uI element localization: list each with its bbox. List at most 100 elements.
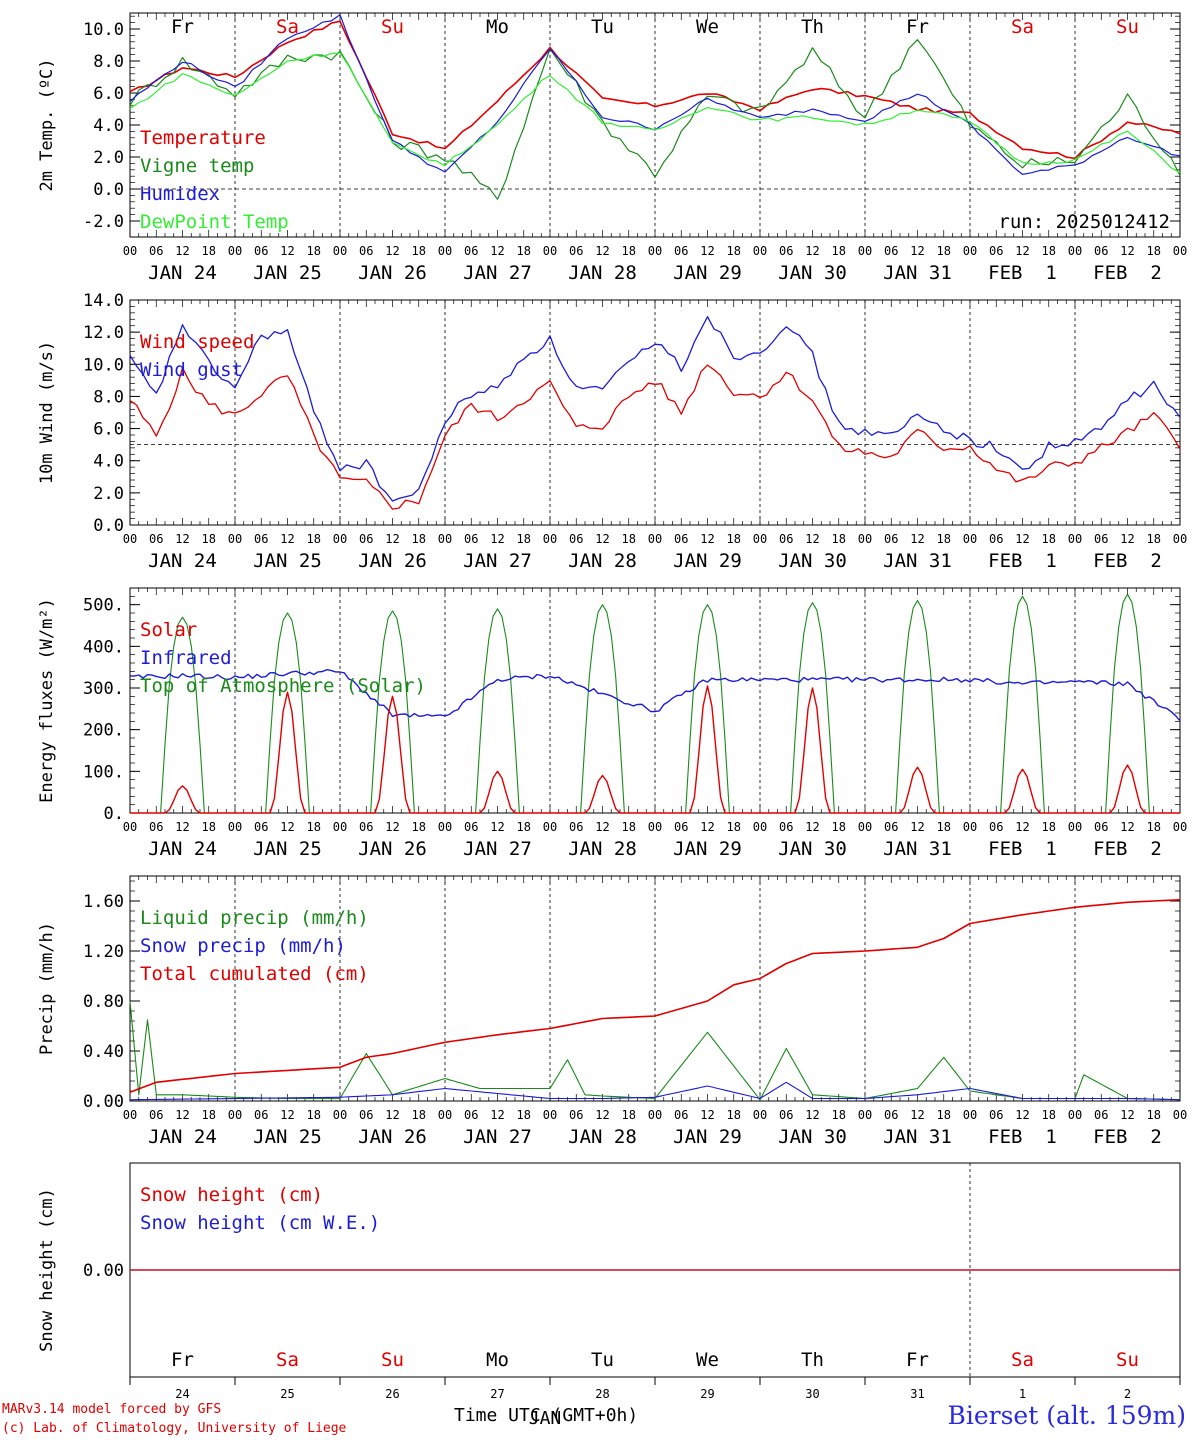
hour-label: 18 (412, 532, 426, 546)
y-tick-label: 300. (83, 679, 124, 699)
date-number: 30 (805, 1387, 819, 1401)
hour-label: 06 (464, 820, 478, 834)
date-number: 1 (1019, 1387, 1026, 1401)
hour-label: 12 (1015, 244, 1029, 258)
date-label: FEB 2 (1093, 838, 1162, 860)
legend-entry: Temperature (140, 127, 266, 149)
date-label: JAN 27 (463, 262, 532, 284)
date-label: JAN 31 (883, 1126, 952, 1148)
hour-label: 12 (280, 532, 294, 546)
hour-label: 12 (700, 244, 714, 258)
y-tick-label: 12.0 (83, 323, 124, 343)
date-label: JAN 29 (673, 1126, 742, 1148)
hour-label: 00 (123, 1108, 137, 1122)
hour-label: 18 (1042, 244, 1056, 258)
hour-label: 00 (333, 1108, 347, 1122)
legend-entry: Top of Atmosphere (Solar) (140, 675, 426, 697)
hour-label: 12 (595, 532, 609, 546)
hour-label: 00 (858, 1108, 872, 1122)
series-line (129, 20, 1181, 160)
hour-label: 06 (359, 1108, 373, 1122)
hour-label: 18 (202, 244, 216, 258)
run-annotation: run: 2025012412 (998, 211, 1170, 233)
hour-label: 06 (149, 244, 163, 258)
hour-label: 00 (1173, 820, 1187, 834)
hour-label: 00 (438, 820, 452, 834)
hour-label: 06 (149, 532, 163, 546)
hour-label: 06 (884, 1108, 898, 1122)
date-label: JAN 30 (778, 838, 847, 860)
hour-label: 12 (1015, 820, 1029, 834)
hour-label: 12 (175, 1108, 189, 1122)
hour-label: 12 (910, 244, 924, 258)
hour-label: 12 (700, 532, 714, 546)
series-line (130, 685, 1180, 814)
hour-label: 18 (622, 1108, 636, 1122)
hour-label: 06 (149, 820, 163, 834)
y-tick-label: 6.0 (93, 84, 124, 104)
weekday-label: Fr (171, 1349, 194, 1371)
hour-label: 18 (727, 820, 741, 834)
hour-label: 00 (753, 1108, 767, 1122)
weekday-label: We (696, 1349, 719, 1371)
weekday-label: Sa (1011, 1349, 1034, 1371)
weekday-label: Mo (486, 1349, 509, 1371)
y-tick-label: 200. (83, 721, 124, 741)
date-label: JAN 25 (253, 550, 322, 572)
date-number: 26 (385, 1387, 399, 1401)
y-tick-label: 0.40 (83, 1042, 124, 1062)
y-axis-label: Energy fluxes (W/m²) (37, 598, 57, 803)
date-label: JAN 25 (253, 1126, 322, 1148)
y-tick-label: 10.0 (83, 20, 124, 40)
series-line (129, 1081, 1181, 1101)
date-label: JAN 24 (148, 262, 217, 284)
hour-label: 18 (727, 1108, 741, 1122)
hour-label: 00 (858, 820, 872, 834)
date-label: JAN 26 (358, 550, 427, 572)
date-number: 25 (280, 1387, 294, 1401)
date-label: JAN 29 (673, 550, 742, 572)
hour-label: 12 (595, 820, 609, 834)
series-line (129, 899, 1181, 1094)
hour-label: 12 (805, 244, 819, 258)
hour-label: 06 (989, 820, 1003, 834)
y-axis-label: Snow height (cm) (37, 1188, 57, 1352)
y-tick-label: 8.0 (93, 387, 124, 407)
hour-label: 18 (202, 820, 216, 834)
hour-label: 00 (438, 1108, 452, 1122)
y-tick-label: 14.0 (83, 291, 124, 311)
hour-label: 18 (937, 532, 951, 546)
y-tick-label: -2.0 (83, 212, 124, 232)
hour-label: 00 (123, 820, 137, 834)
hour-label: 18 (517, 820, 531, 834)
panel-5: Snow height (cm) 0.00 Snow height (cm) Snow… (37, 1162, 1181, 1429)
hour-label: 06 (359, 820, 373, 834)
hour-label: 06 (779, 1108, 793, 1122)
date-label: JAN 27 (463, 838, 532, 860)
panel-2: 00 06 12 18 00 06 12 18 00 06 12 18 00 06 12 18 00 06 12 18… (37, 291, 1187, 572)
y-tick-label: 0.00 (83, 1092, 124, 1112)
date-label: JAN 26 (358, 262, 427, 284)
y-tick-label: 0.0 (93, 516, 124, 536)
legend-entry: Infrared (140, 647, 232, 669)
date-label: JAN 25 (253, 262, 322, 284)
hour-label: 18 (1147, 820, 1161, 834)
hour-label: 12 (280, 820, 294, 834)
weekday-label: We (696, 16, 719, 38)
hour-label: 12 (385, 1108, 399, 1122)
weekday-label: Sa (1011, 16, 1034, 38)
hour-label: 12 (490, 1108, 504, 1122)
hour-label: 06 (254, 820, 268, 834)
date-label: JAN 31 (883, 838, 952, 860)
hour-label: 06 (779, 532, 793, 546)
y-tick-label: 400. (83, 637, 124, 657)
hour-label: 18 (517, 532, 531, 546)
hour-label: 06 (464, 532, 478, 546)
y-tick-label: 100. (83, 762, 124, 782)
legend-entry: Wind speed (140, 331, 254, 353)
weekday-label: Fr (906, 16, 929, 38)
hour-label: 06 (569, 820, 583, 834)
date-label: JAN 28 (568, 838, 637, 860)
hour-label: 00 (543, 1108, 557, 1122)
